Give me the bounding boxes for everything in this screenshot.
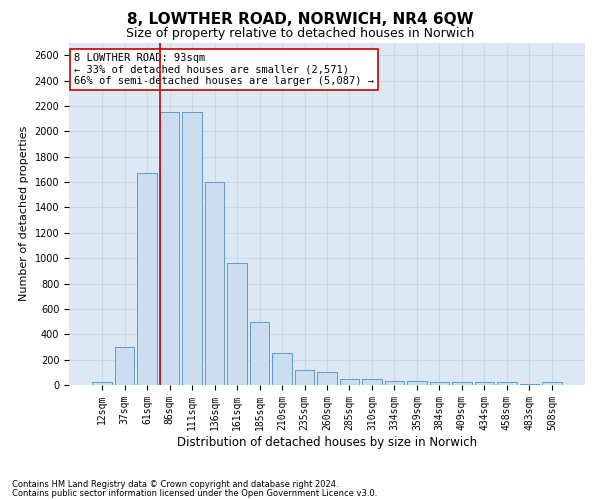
Bar: [407, 381, 427, 385]
Bar: [452, 382, 472, 385]
Text: 8, LOWTHER ROAD, NORWICH, NR4 6QW: 8, LOWTHER ROAD, NORWICH, NR4 6QW: [127, 12, 473, 28]
Bar: [115, 347, 134, 385]
Bar: [430, 382, 449, 385]
Bar: [160, 112, 179, 385]
Bar: [340, 378, 359, 385]
Text: Contains HM Land Registry data © Crown copyright and database right 2024.: Contains HM Land Registry data © Crown c…: [12, 480, 338, 489]
Bar: [385, 380, 404, 385]
Bar: [272, 354, 292, 385]
Bar: [317, 372, 337, 385]
Text: Size of property relative to detached houses in Norwich: Size of property relative to detached ho…: [126, 28, 474, 40]
Bar: [227, 263, 247, 385]
Text: 8 LOWTHER ROAD: 93sqm
← 33% of detached houses are smaller (2,571)
66% of semi-d: 8 LOWTHER ROAD: 93sqm ← 33% of detached …: [74, 53, 374, 86]
Bar: [520, 384, 539, 385]
X-axis label: Distribution of detached houses by size in Norwich: Distribution of detached houses by size …: [177, 436, 477, 448]
Bar: [362, 378, 382, 385]
Bar: [295, 370, 314, 385]
Text: Contains public sector information licensed under the Open Government Licence v3: Contains public sector information licen…: [12, 488, 377, 498]
Bar: [92, 382, 112, 385]
Bar: [497, 382, 517, 385]
Bar: [475, 382, 494, 385]
Bar: [137, 173, 157, 385]
Bar: [182, 112, 202, 385]
Bar: [205, 182, 224, 385]
Bar: [250, 322, 269, 385]
Bar: [542, 382, 562, 385]
Y-axis label: Number of detached properties: Number of detached properties: [19, 126, 29, 302]
